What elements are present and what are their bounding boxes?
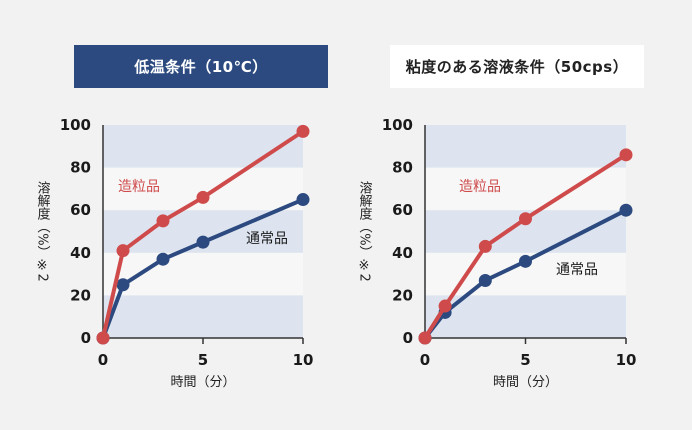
data-point: [418, 331, 432, 345]
y-tick-label: 40: [392, 244, 413, 262]
data-point: [196, 235, 210, 249]
grid-band: [425, 295, 626, 338]
x-tick-label: 10: [616, 351, 637, 369]
y-tick-label: 20: [70, 286, 91, 304]
y-axis-label: 溶解度（%）※2: [357, 181, 373, 282]
data-point: [296, 124, 310, 138]
series-label: 造粒品: [459, 179, 501, 195]
data-point: [619, 203, 633, 217]
x-tick-label: 10: [293, 351, 314, 369]
x-tick-label: 0: [98, 351, 108, 369]
x-axis-label: 時間（分）: [170, 375, 235, 390]
x-tick-label: 0: [420, 351, 430, 369]
data-point: [156, 252, 170, 266]
data-point: [196, 190, 210, 204]
x-tick-label: 5: [520, 351, 530, 369]
grid-band: [425, 125, 626, 168]
grid-band: [103, 295, 303, 338]
x-tick-label: 5: [198, 351, 208, 369]
chart-title-left: 低温条件（10℃）: [74, 45, 328, 88]
data-point: [478, 239, 492, 253]
y-tick-label: 80: [70, 159, 91, 177]
y-tick-label: 60: [392, 201, 413, 219]
data-point: [438, 299, 452, 313]
data-point: [478, 273, 492, 287]
y-tick-label: 100: [382, 116, 413, 134]
y-tick-label: 0: [81, 329, 91, 347]
y-tick-label: 40: [70, 244, 91, 262]
y-tick-label: 0: [403, 329, 413, 347]
y-tick-label: 60: [70, 201, 91, 219]
y-tick-label: 80: [392, 159, 413, 177]
y-axis-label: 溶解度（%）※2: [35, 181, 51, 282]
series-label: 通常品: [556, 262, 598, 278]
y-tick-label: 100: [60, 116, 91, 134]
x-axis-label: 時間（分）: [493, 375, 558, 390]
data-point: [519, 254, 532, 268]
data-point: [96, 331, 110, 345]
series-label: 通常品: [246, 231, 288, 247]
data-point: [619, 148, 633, 162]
data-point: [116, 244, 130, 258]
y-tick-label: 20: [392, 286, 413, 304]
data-point: [519, 212, 532, 226]
data-point: [116, 278, 130, 292]
chart-title-right: 粘度のある溶液条件（50cps）: [390, 45, 644, 88]
grid-band: [103, 125, 303, 168]
data-point: [296, 193, 310, 207]
data-point: [156, 214, 170, 228]
series-label: 造粒品: [118, 179, 160, 195]
